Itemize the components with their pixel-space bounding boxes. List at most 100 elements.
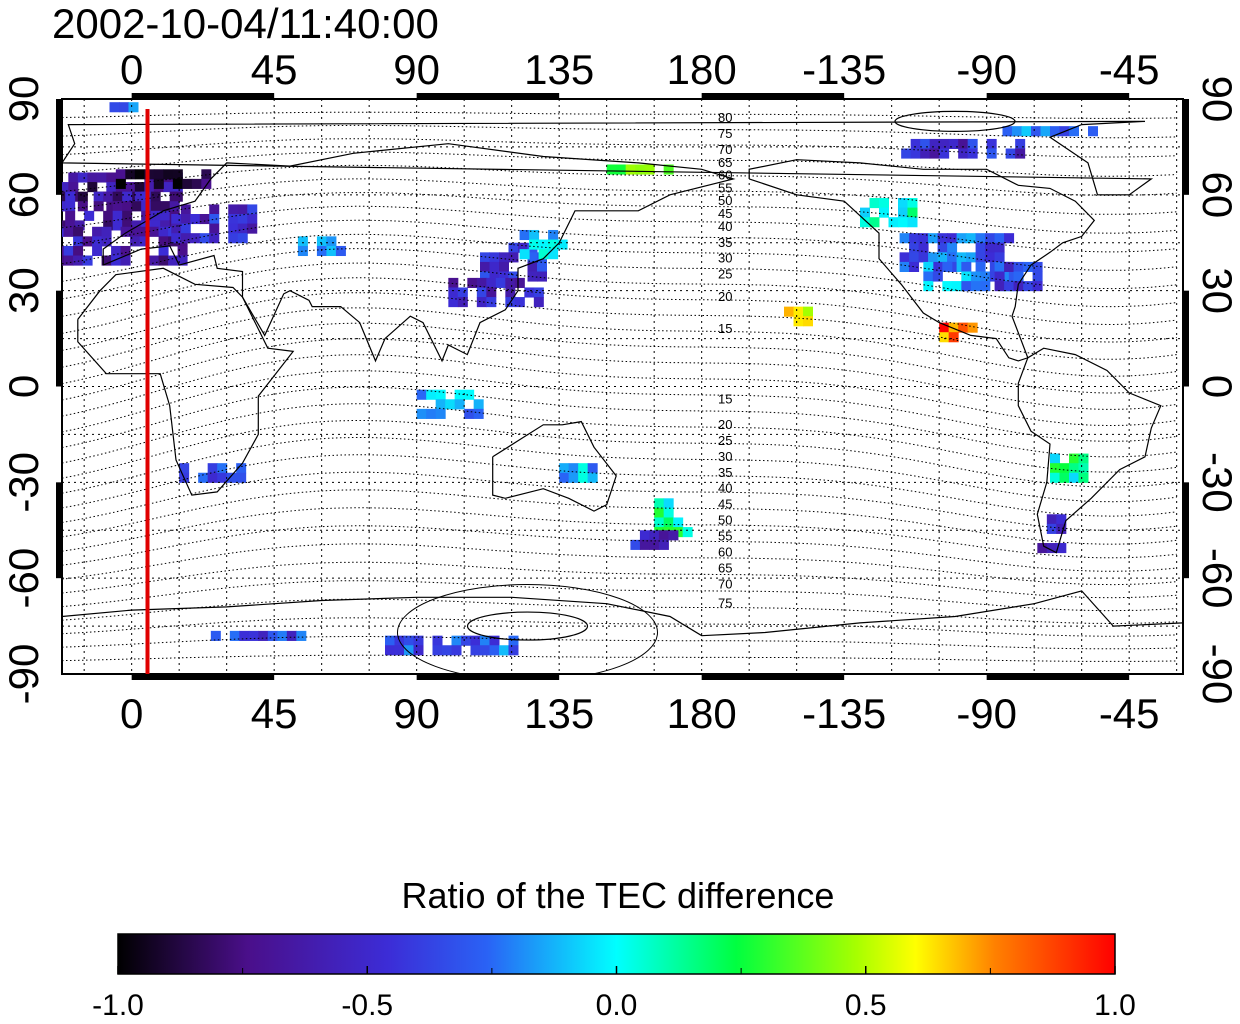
tec-cell bbox=[533, 287, 544, 298]
tec-cell bbox=[109, 102, 120, 113]
tec-cell bbox=[929, 148, 940, 159]
tec-cell bbox=[46, 201, 56, 211]
tec-cell bbox=[237, 204, 248, 215]
tec-cell bbox=[153, 178, 164, 189]
tec-cell bbox=[860, 217, 870, 228]
tec-cell bbox=[888, 217, 899, 228]
tec-cell bbox=[128, 102, 139, 113]
tec-cell bbox=[177, 255, 188, 266]
tec-cell bbox=[37, 220, 47, 230]
tec-cell bbox=[0, 220, 9, 230]
tec-cell bbox=[630, 539, 641, 550]
tec-cell bbox=[948, 138, 959, 150]
tec-cell bbox=[62, 182, 69, 193]
x-tick-label-bottom: 180 bbox=[667, 690, 737, 737]
x-tick-label-top: -45 bbox=[1099, 46, 1160, 93]
tec-cell bbox=[961, 281, 972, 292]
y-tick-label-right: 90 bbox=[1194, 76, 1240, 123]
y-tick-label-right: -60 bbox=[1194, 548, 1240, 609]
axis-bar-bottom bbox=[986, 674, 1130, 680]
coastline bbox=[102, 143, 736, 363]
tec-cell bbox=[1015, 148, 1026, 159]
tec-cell bbox=[1050, 126, 1060, 137]
tec-cell bbox=[171, 214, 182, 225]
contour-curve bbox=[62, 219, 1177, 271]
tec-cell bbox=[432, 635, 443, 646]
tec-cell bbox=[26, 236, 36, 246]
tec-cell bbox=[986, 148, 997, 159]
tec-cell bbox=[489, 635, 500, 646]
tec-cell bbox=[538, 239, 549, 250]
tec-cell bbox=[464, 389, 475, 400]
y-tick-label-left: -90 bbox=[0, 644, 47, 705]
tec-cell bbox=[499, 645, 509, 656]
contour-curve bbox=[62, 654, 1177, 662]
tec-cell bbox=[62, 245, 65, 257]
tec-cell bbox=[448, 297, 459, 308]
tec-cell bbox=[568, 463, 579, 474]
tec-cell bbox=[548, 239, 559, 250]
tec-cell bbox=[994, 261, 1005, 272]
contour-label-south: 25 bbox=[718, 433, 732, 448]
tec-cell bbox=[77, 201, 88, 212]
tec-cell bbox=[26, 256, 36, 266]
tec-cell bbox=[909, 261, 920, 272]
tec-cell bbox=[16, 246, 26, 256]
tec-cell bbox=[929, 138, 940, 150]
tec-cell bbox=[1069, 126, 1079, 137]
tec-cell bbox=[548, 249, 559, 260]
contour-label-north: 80 bbox=[718, 110, 732, 125]
tec-cell bbox=[122, 210, 133, 221]
x-axis-bottom-ticks: 0 45 90 135 180 -135 -90 -45 bbox=[120, 690, 1160, 737]
map-plot: 8075706560555045403530252015152025303540… bbox=[0, 93, 1189, 680]
tec-cell bbox=[663, 498, 674, 509]
tec-cell bbox=[505, 287, 516, 298]
tec-cell bbox=[793, 306, 804, 317]
tec-cell bbox=[163, 169, 174, 180]
tec-cell bbox=[92, 236, 103, 247]
tec-cell bbox=[451, 635, 462, 646]
tec-cell bbox=[122, 191, 133, 202]
tec-cell bbox=[119, 102, 129, 113]
contour-label-south: 60 bbox=[718, 545, 732, 560]
tec-cell bbox=[673, 517, 684, 528]
contour-curve bbox=[62, 307, 1177, 377]
tec-cell bbox=[103, 191, 114, 202]
axis-bar-bottom bbox=[131, 674, 275, 680]
tec-cell bbox=[514, 277, 525, 288]
x-tick-label-bottom: -135 bbox=[802, 690, 886, 737]
tec-cell bbox=[160, 201, 171, 212]
tec-cell bbox=[35, 246, 45, 256]
tec-cell bbox=[101, 236, 112, 247]
tec-cell bbox=[907, 217, 918, 228]
tec-cell bbox=[994, 281, 1005, 292]
contour-label-south: 45 bbox=[718, 497, 732, 512]
tec-cell bbox=[1032, 271, 1043, 282]
contour-curve bbox=[62, 205, 1177, 253]
tec-cell bbox=[480, 635, 490, 646]
tec-cell bbox=[1031, 126, 1041, 137]
tec-cell bbox=[508, 271, 519, 282]
auroral-oval-south-outer bbox=[397, 583, 658, 674]
tec-cell bbox=[1050, 463, 1060, 474]
tec-cell bbox=[1078, 472, 1089, 483]
tec-cell bbox=[958, 322, 969, 333]
tec-cell bbox=[1046, 514, 1057, 525]
auroral-oval-south bbox=[466, 611, 589, 641]
tec-cell bbox=[179, 463, 190, 474]
contour-curve bbox=[62, 507, 1177, 559]
tec-cell bbox=[191, 178, 202, 189]
tec-cell bbox=[445, 399, 456, 410]
tec-cell bbox=[899, 233, 910, 244]
tec-cell bbox=[616, 164, 627, 175]
tec-cell bbox=[980, 281, 991, 292]
tec-cell bbox=[93, 191, 104, 202]
tec-cell bbox=[49, 201, 59, 211]
tec-cell bbox=[457, 287, 468, 298]
tec-cell bbox=[1013, 261, 1024, 272]
tec-cell bbox=[180, 223, 191, 234]
y-tick-label-left: 30 bbox=[0, 267, 47, 314]
tec-cell bbox=[1056, 514, 1067, 525]
tec-cell bbox=[217, 463, 228, 474]
tec-cell bbox=[448, 277, 459, 288]
